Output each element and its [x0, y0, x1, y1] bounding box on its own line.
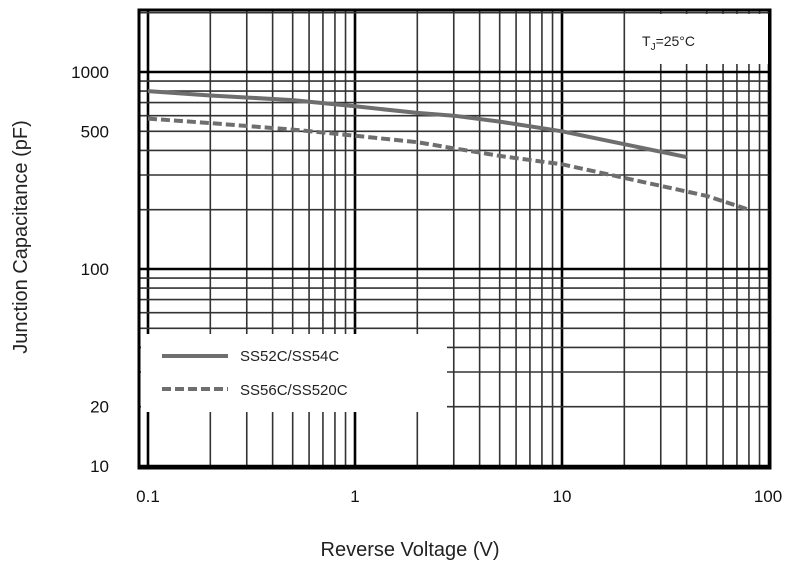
y-axis-title: Junction Capacitance (pF) [10, 120, 32, 353]
legend-box [141, 334, 447, 412]
annotation-box [626, 14, 768, 64]
temperature-annotation: TJ=25°C [642, 33, 695, 53]
y-tick-label: 10 [90, 457, 109, 476]
x-tick-label: 10 [553, 487, 572, 506]
data-series [147, 89, 750, 212]
y-tick-label: 100 [81, 260, 109, 279]
x-axis-title: Reverse Voltage (V) [321, 539, 500, 561]
y-tick-label: 500 [81, 122, 109, 141]
y-tick-label: 20 [90, 398, 109, 417]
y-tick-label: 1000 [71, 63, 109, 82]
plot-frame [137, 8, 772, 470]
x-tick-label: 100 [754, 487, 782, 506]
legend-label-series-2: SS56C/SS520C [240, 382, 348, 399]
x-tick-label: 1 [350, 487, 359, 506]
legend-label-series-1: SS52C/SS54C [240, 348, 339, 365]
series-line-2 [147, 116, 750, 212]
x-tick-label: 0.1 [136, 487, 160, 506]
series-line-1 [147, 89, 688, 160]
tick-labels: 0.1 1 10 100 10 20 100 500 1000 [71, 63, 782, 506]
